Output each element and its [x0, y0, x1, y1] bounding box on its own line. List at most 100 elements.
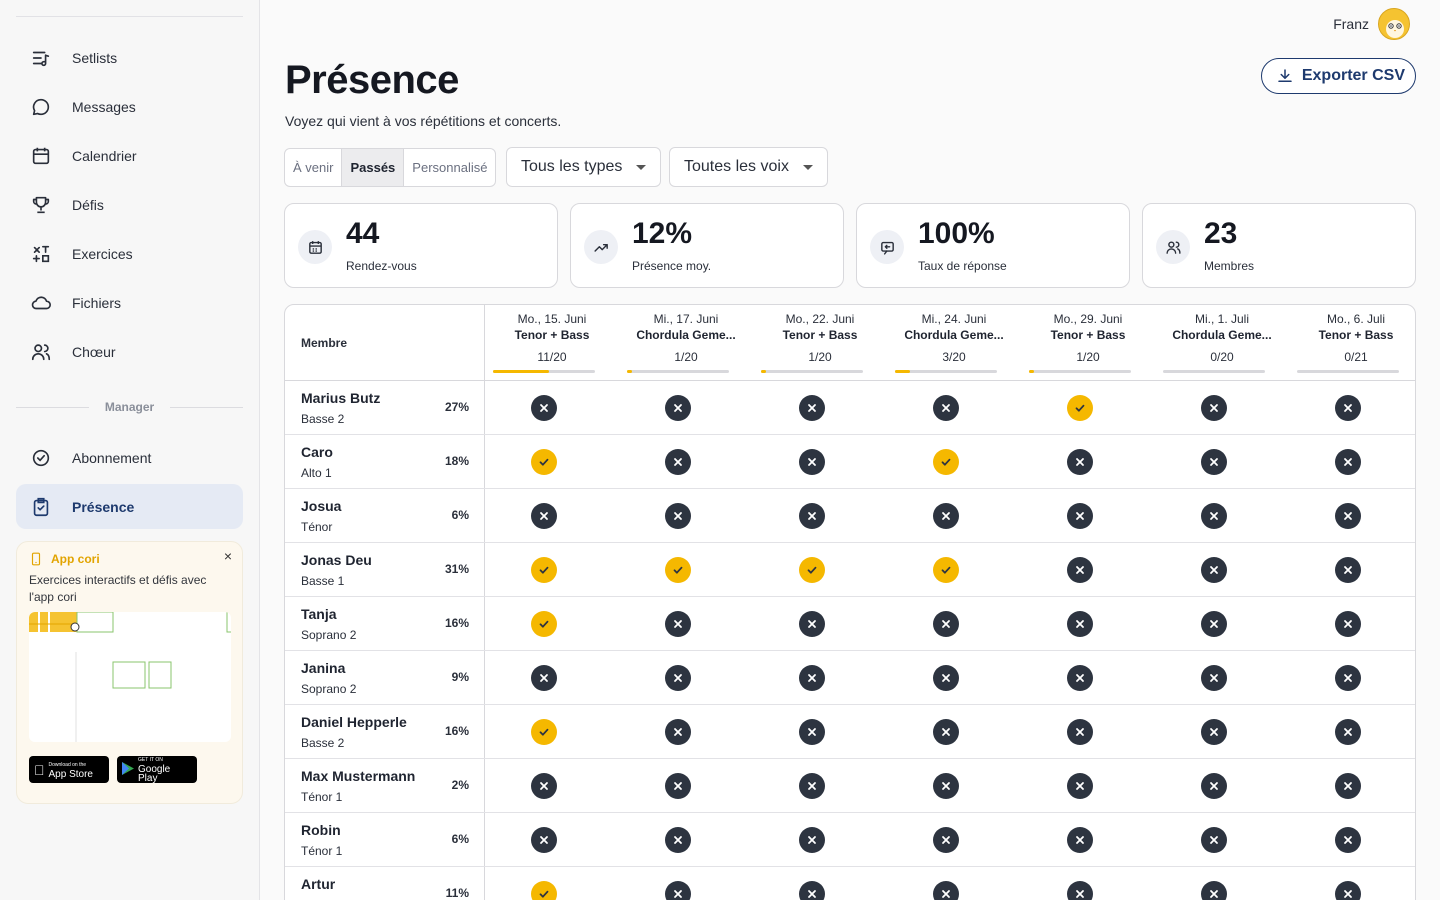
absent-x-icon[interactable] [531, 395, 557, 421]
absent-x-icon[interactable] [1201, 395, 1227, 421]
absent-x-icon[interactable] [1201, 449, 1227, 475]
absent-x-icon[interactable] [1335, 449, 1361, 475]
event-column-header[interactable]: Mo., 22. Juni Tenor + Bass 1/20 [753, 305, 887, 381]
sidebar-item-defis[interactable]: Défis [16, 182, 243, 227]
sidebar-item-presence[interactable]: Présence [16, 484, 243, 529]
absent-x-icon[interactable] [1201, 611, 1227, 637]
absent-x-icon[interactable] [933, 611, 959, 637]
absent-x-icon[interactable] [1335, 503, 1361, 529]
absent-x-icon[interactable] [1201, 503, 1227, 529]
apple-icon:  [34, 762, 45, 778]
event-column-header[interactable]: Mo., 15. Juni Tenor + Bass 11/20 [485, 305, 619, 381]
event-column-header[interactable]: Mi., 17. Juni Chordula Geme... 1/20 [619, 305, 753, 381]
absent-x-icon[interactable] [665, 665, 691, 691]
absent-x-icon[interactable] [1201, 827, 1227, 853]
absent-x-icon[interactable] [531, 773, 557, 799]
present-check-icon[interactable] [665, 557, 691, 583]
close-icon[interactable]: × [223, 548, 232, 564]
event-column-header[interactable]: Mi., 24. Juni Chordula Geme... 3/20 [887, 305, 1021, 381]
sidebar-item-calendrier[interactable]: Calendrier [16, 133, 243, 178]
absent-x-icon[interactable] [799, 827, 825, 853]
google-play-badge[interactable]: GET IT ON Google Play [117, 756, 197, 784]
absent-x-icon[interactable] [799, 881, 825, 900]
voice-filter-dropdown[interactable]: Toutes les voix [669, 147, 828, 187]
absent-x-icon[interactable] [799, 719, 825, 745]
absent-x-icon[interactable] [665, 827, 691, 853]
absent-x-icon[interactable] [933, 827, 959, 853]
segment-past[interactable]: Passés [342, 149, 405, 186]
absent-x-icon[interactable] [1201, 665, 1227, 691]
absent-x-icon[interactable] [665, 611, 691, 637]
segment-custom[interactable]: Personnalisé [412, 160, 488, 175]
absent-x-icon[interactable] [665, 395, 691, 421]
absent-x-icon[interactable] [1201, 773, 1227, 799]
segment-upcoming[interactable]: À venir [285, 149, 343, 186]
absent-x-icon[interactable] [1067, 611, 1093, 637]
absent-x-icon[interactable] [1067, 773, 1093, 799]
absent-x-icon[interactable] [531, 827, 557, 853]
member-attendance-percent: 2% [451, 778, 469, 792]
absent-x-icon[interactable] [665, 503, 691, 529]
app-store-badge[interactable]:  Download on the App Store [29, 756, 109, 783]
member-column-header: Membre [301, 336, 348, 350]
type-filter-dropdown[interactable]: Tous les types [506, 147, 661, 187]
absent-x-icon[interactable] [933, 881, 959, 900]
absent-x-icon[interactable] [1335, 665, 1361, 691]
absent-x-icon[interactable] [933, 395, 959, 421]
present-check-icon[interactable] [531, 557, 557, 583]
absent-x-icon[interactable] [1067, 665, 1093, 691]
user-menu[interactable]: Franz [1333, 8, 1410, 40]
absent-x-icon[interactable] [1067, 827, 1093, 853]
absent-x-icon[interactable] [933, 665, 959, 691]
absent-x-icon[interactable] [799, 773, 825, 799]
present-check-icon[interactable] [531, 881, 557, 900]
present-check-icon[interactable] [799, 557, 825, 583]
export-csv-button[interactable]: Exporter CSV [1260, 58, 1416, 94]
absent-x-icon[interactable] [1335, 773, 1361, 799]
absent-x-icon[interactable] [1335, 881, 1361, 900]
event-column-header[interactable]: Mo., 29. Juni Tenor + Bass 1/20 [1021, 305, 1155, 381]
users-icon [31, 343, 51, 360]
sidebar-item-abonnement[interactable]: Abonnement [16, 435, 243, 480]
absent-x-icon[interactable] [1067, 449, 1093, 475]
present-check-icon[interactable] [531, 611, 557, 637]
absent-x-icon[interactable] [799, 665, 825, 691]
event-column-header[interactable]: Mo., 6. Juli Tenor + Bass 0/21 [1289, 305, 1415, 381]
sidebar-item-messages[interactable]: Messages [16, 84, 243, 129]
absent-x-icon[interactable] [933, 503, 959, 529]
sidebar-item-choeur[interactable]: Chœur [16, 329, 243, 374]
absent-x-icon[interactable] [1067, 503, 1093, 529]
absent-x-icon[interactable] [531, 503, 557, 529]
event-column-header[interactable]: Mi., 1. Juli Chordula Geme... 0/20 [1155, 305, 1289, 381]
sidebar-item-setlists[interactable]: Setlists [16, 35, 243, 80]
absent-x-icon[interactable] [1201, 719, 1227, 745]
sidebar-item-exercices[interactable]: Exercices [16, 231, 243, 276]
absent-x-icon[interactable] [665, 881, 691, 900]
sidebar-item-fichiers[interactable]: Fichiers [16, 280, 243, 325]
absent-x-icon[interactable] [1067, 557, 1093, 583]
absent-x-icon[interactable] [531, 665, 557, 691]
absent-x-icon[interactable] [1335, 395, 1361, 421]
absent-x-icon[interactable] [799, 611, 825, 637]
present-check-icon[interactable] [1067, 395, 1093, 421]
absent-x-icon[interactable] [665, 773, 691, 799]
absent-x-icon[interactable] [1335, 827, 1361, 853]
absent-x-icon[interactable] [933, 773, 959, 799]
absent-x-icon[interactable] [665, 449, 691, 475]
absent-x-icon[interactable] [1067, 881, 1093, 900]
absent-x-icon[interactable] [1201, 557, 1227, 583]
absent-x-icon[interactable] [933, 719, 959, 745]
absent-x-icon[interactable] [799, 449, 825, 475]
absent-x-icon[interactable] [1335, 557, 1361, 583]
absent-x-icon[interactable] [1201, 881, 1227, 900]
absent-x-icon[interactable] [1335, 611, 1361, 637]
absent-x-icon[interactable] [665, 719, 691, 745]
present-check-icon[interactable] [531, 719, 557, 745]
absent-x-icon[interactable] [799, 503, 825, 529]
absent-x-icon[interactable] [1335, 719, 1361, 745]
present-check-icon[interactable] [531, 449, 557, 475]
present-check-icon[interactable] [933, 449, 959, 475]
absent-x-icon[interactable] [1067, 719, 1093, 745]
present-check-icon[interactable] [933, 557, 959, 583]
absent-x-icon[interactable] [799, 395, 825, 421]
